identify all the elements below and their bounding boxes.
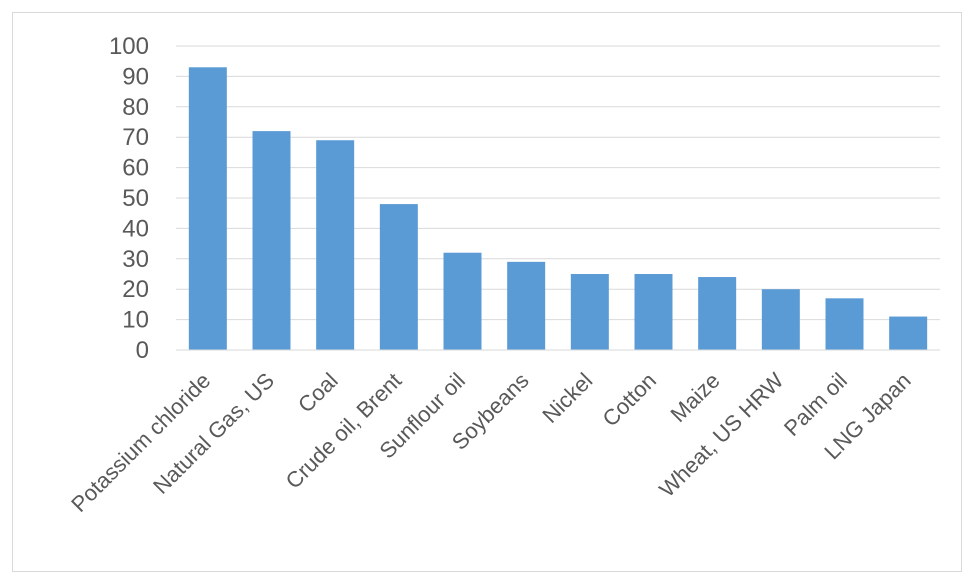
bar xyxy=(698,277,737,350)
chart-frame xyxy=(12,12,962,572)
x-category-label: Maize xyxy=(666,368,725,427)
bar xyxy=(252,131,291,350)
y-tick-label: 10 xyxy=(122,307,149,334)
bar xyxy=(316,140,355,350)
bar xyxy=(761,289,800,350)
x-category-label: Coal xyxy=(293,368,343,418)
x-category-label: Nickel xyxy=(537,368,597,428)
x-category-label: Cotton xyxy=(598,368,662,432)
gridlines xyxy=(176,45,940,351)
y-tick-label: 20 xyxy=(122,276,149,303)
y-axis-tick-labels: 0 10 20 30 40 50 60 70 80 90 100 xyxy=(109,33,149,364)
bar xyxy=(443,252,482,350)
y-tick-label: 40 xyxy=(122,215,149,242)
y-tick-label: 0 xyxy=(136,337,149,364)
y-tick-label: 30 xyxy=(122,246,149,273)
bar xyxy=(379,204,418,350)
y-tick-label: 70 xyxy=(122,124,149,151)
bars xyxy=(188,67,928,350)
bar xyxy=(634,274,673,350)
y-tick-label: 50 xyxy=(122,185,149,212)
bar xyxy=(570,274,609,350)
y-tick-label: 60 xyxy=(122,155,149,182)
bar xyxy=(507,261,546,350)
bar xyxy=(188,67,227,350)
bar xyxy=(889,316,928,350)
y-tick-label: 100 xyxy=(109,33,149,60)
y-tick-label: 90 xyxy=(122,63,149,90)
y-tick-label: 80 xyxy=(122,94,149,121)
x-category-label: Crude oil, Brent xyxy=(281,368,407,494)
x-category-label: Natural Gas, US xyxy=(148,368,279,499)
bar xyxy=(825,298,864,350)
